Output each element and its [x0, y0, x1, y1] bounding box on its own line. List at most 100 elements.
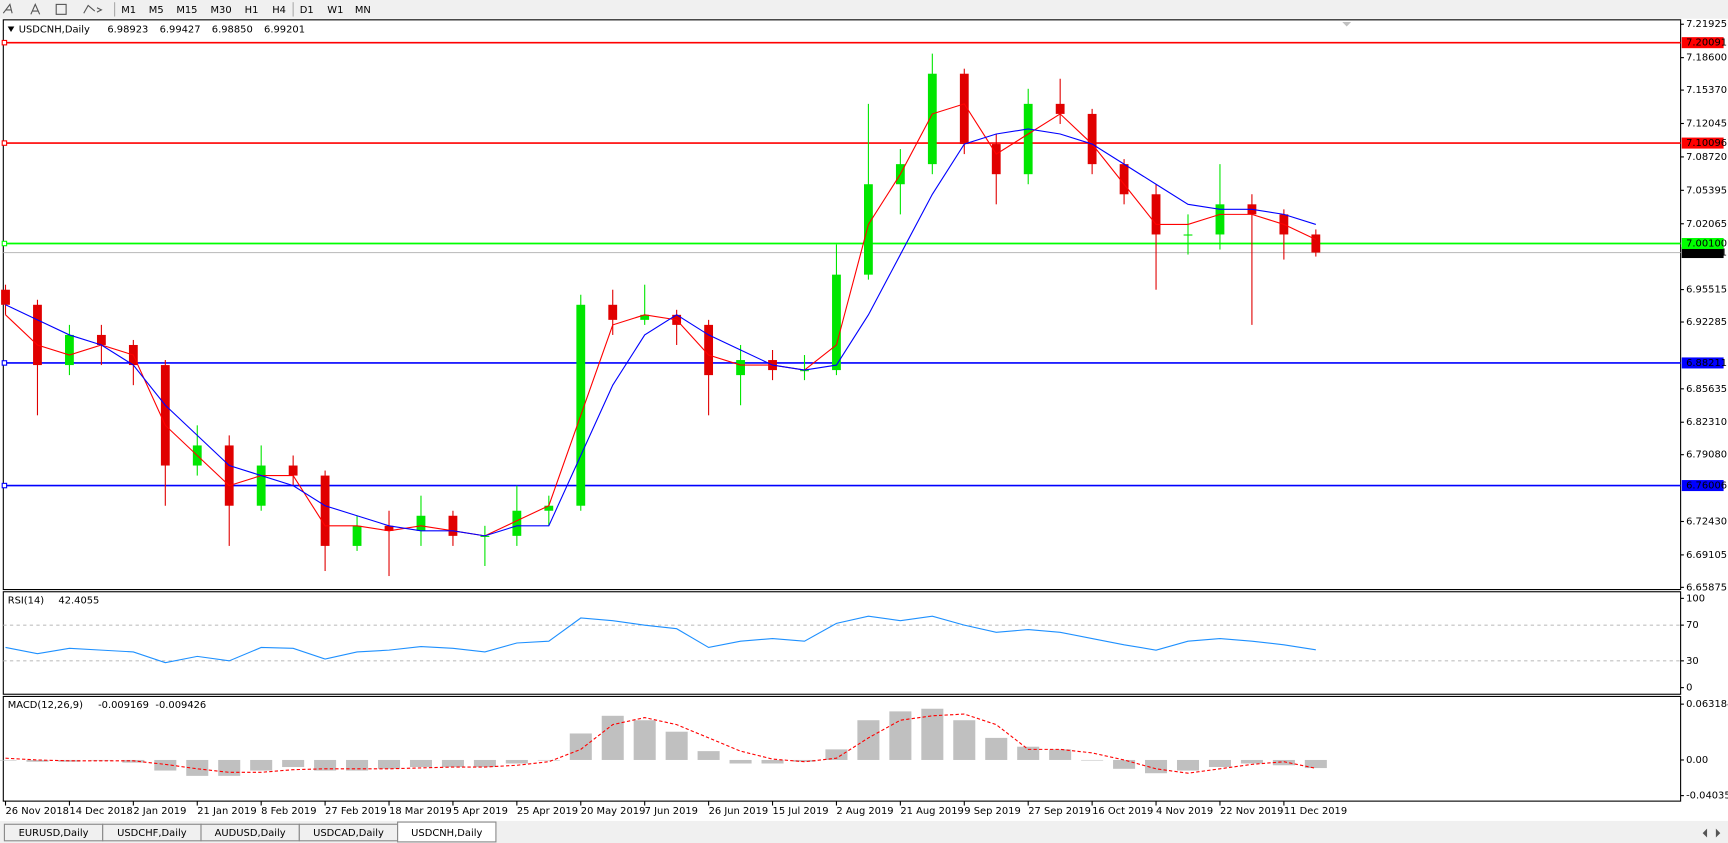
plots: 7.21925 7.18600 7.15370 7.12045 7.08720 7.053…	[0, 19, 1728, 817]
candle-body	[1, 289, 10, 305]
macd-bar	[825, 749, 848, 760]
candle-body	[959, 73, 969, 145]
label-icon[interactable]	[55, 3, 67, 15]
level-tag	[1681, 37, 1724, 49]
rsi-line	[5, 615, 1316, 664]
level-handle[interactable]	[1, 360, 8, 366]
tab-label: USDCAD,Daily	[313, 828, 384, 839]
text-icon[interactable]	[30, 3, 41, 15]
cursor-icon[interactable]	[2, 3, 13, 14]
y-tick-label: 6.92285	[1686, 317, 1727, 328]
macd-bar	[537, 759, 560, 761]
macd-bar	[1272, 759, 1295, 766]
candle-body	[448, 515, 458, 536]
timeframe-button: M15	[176, 5, 197, 16]
macd-bar	[1145, 759, 1168, 774]
macd-bar	[1081, 759, 1104, 761]
macd-bar	[601, 715, 624, 760]
macd-bar	[921, 708, 944, 760]
macd-bar	[793, 759, 816, 762]
candle-body	[1311, 234, 1321, 253]
candle-body	[1183, 234, 1193, 236]
level-handle[interactable]	[1, 140, 8, 146]
candle-body	[927, 73, 937, 165]
level-tag	[1681, 137, 1724, 149]
x-tick-label: 7 Jun 2019	[645, 806, 698, 817]
candle-body	[384, 525, 394, 531]
macd-bar	[378, 759, 401, 769]
arrows-icon[interactable]	[83, 4, 103, 14]
timeframe-button: W1	[327, 5, 343, 16]
level-handle[interactable]	[1, 482, 8, 489]
indicator-title: MACD(12,26,9)	[8, 700, 83, 711]
timeframe-button: M30	[210, 5, 231, 16]
candle-body	[224, 445, 234, 506]
y-tick-label: 30	[1686, 656, 1699, 667]
x-tick-label: 8 Feb 2019	[261, 806, 316, 817]
macd-bar	[0, 759, 17, 761]
x-tick-label: 25 Apr 2019	[517, 806, 578, 817]
x-tick-label: 22 Nov 2019	[1220, 806, 1283, 817]
indicator-value: 42.4055	[58, 596, 99, 607]
x-tick-label: 27 Sep 2019	[1028, 806, 1091, 817]
y-tick-label: 6.85635	[1686, 384, 1727, 395]
macd-bar	[282, 759, 305, 768]
level-label: 7.10096	[1686, 138, 1727, 149]
current-price-label: 6.99201	[1686, 248, 1727, 259]
collapse-arrow[interactable]	[7, 26, 15, 32]
level-tag	[1681, 237, 1724, 250]
macd-bar	[1240, 759, 1263, 764]
y-tick-label: 6.82310	[1686, 417, 1727, 428]
quote-value: 6.98850	[212, 25, 253, 36]
candle-body	[1055, 103, 1065, 114]
tab-label: USDCHF,Daily	[117, 828, 187, 839]
candle-body	[1151, 194, 1161, 235]
candle-body	[544, 505, 554, 511]
candle-body	[864, 184, 873, 275]
macd-bar	[1304, 759, 1327, 769]
candle-body	[33, 304, 42, 366]
y-tick-label: 6.79080	[1686, 450, 1727, 461]
candle-body	[65, 334, 74, 366]
level-label: 6.88211	[1686, 358, 1727, 369]
macd-bar	[1208, 759, 1231, 768]
timeframe-button: MN	[355, 5, 371, 16]
candle-body	[832, 274, 841, 371]
macd-bar	[697, 751, 720, 760]
candle-body	[991, 144, 1001, 175]
rsi-panel	[2, 591, 1682, 695]
y-tick-label: 6.65875	[1686, 582, 1727, 593]
tab[interactable]	[397, 821, 497, 843]
x-tick-label: 20 May 2019	[581, 806, 646, 817]
tab-scroll[interactable]	[1702, 828, 1721, 838]
macd-bar	[1017, 746, 1040, 760]
level-tag	[1681, 357, 1724, 369]
y-tick-label: 6.72430	[1686, 516, 1727, 527]
x-tick-label: 15 Jul 2019	[773, 806, 829, 817]
macd-bar	[761, 759, 784, 764]
candle-body	[736, 360, 745, 376]
indicator-value: -0.009169	[98, 700, 149, 711]
y-tick-label: 7.12045	[1686, 119, 1727, 130]
macd-bar	[409, 759, 432, 768]
shift-marker[interactable]	[1342, 22, 1352, 27]
y-tick-label: 7.15370	[1686, 85, 1727, 96]
macd-bar	[90, 759, 113, 761]
candle-body	[1087, 113, 1097, 165]
macd-bar	[58, 759, 81, 762]
macd-bar	[154, 759, 177, 771]
level-handle[interactable]	[1, 240, 8, 247]
candle-body	[416, 515, 426, 531]
macd-bar	[505, 759, 528, 764]
y-tick-label: 7.05395	[1686, 185, 1727, 196]
level-label: 7.20091	[1686, 38, 1727, 49]
x-tick-label: 4 Nov 2019	[1156, 806, 1213, 817]
chart-title: USDCNH,Daily	[19, 25, 90, 36]
y-tick-label: 7.18600	[1686, 53, 1727, 64]
level-handle[interactable]	[1, 39, 8, 46]
macd-bar	[346, 759, 369, 771]
indicator-title: RSI(14)	[8, 596, 45, 607]
candle-body	[1119, 164, 1129, 195]
